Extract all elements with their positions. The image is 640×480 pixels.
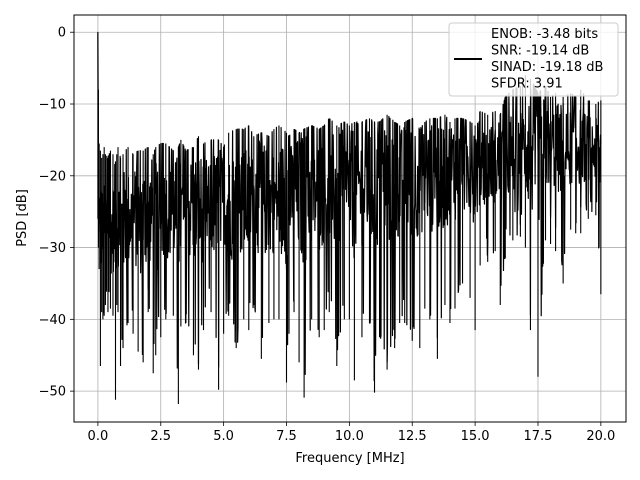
legend-label: ENOB: -3.48 bits SNR: -19.14 dB SINAD: -19…	[491, 27, 603, 92]
y-tick-label: −30	[39, 241, 66, 256]
legend-box	[448, 22, 619, 97]
legend-label-line: ENOB: -3.48 bits	[491, 27, 598, 42]
x-tick-label: 17.5	[524, 429, 553, 444]
plot-frame	[73, 14, 627, 423]
x-tick-label: 20.0	[586, 429, 615, 444]
legend-label-line: SNR: -19.14 dB	[491, 44, 589, 59]
series-psd	[97, 32, 602, 405]
x-tick-label: 12.5	[398, 429, 427, 444]
axis-ticks: 0.0 2.5 5.0 7.5 10.0 12.5 15.0 17.5 20.0 0 −10 −20 −…	[39, 26, 616, 444]
y-tick-label: −20	[39, 169, 66, 184]
x-axis-title: Frequency [MHz]	[295, 451, 404, 466]
y-axis-title: PSD [dB]	[15, 189, 30, 247]
legend-label-line: SFDR: 3.91	[491, 77, 563, 92]
x-tick-label: 0.0	[88, 429, 109, 444]
y-tick-label: −10	[39, 98, 66, 113]
y-tick-label: −50	[39, 385, 66, 400]
x-tick-label: 7.5	[276, 429, 297, 444]
x-tick-label: 5.0	[213, 429, 234, 444]
legend-label-line: SINAD: -19.18 dB	[491, 60, 603, 75]
y-tick-label: −40	[39, 313, 66, 328]
x-tick-label: 2.5	[150, 429, 171, 444]
y-tick-label: 0	[58, 26, 66, 41]
x-tick-label: 15.0	[461, 429, 490, 444]
x-tick-label: 10.0	[335, 429, 364, 444]
legend: ENOB: -3.48 bits SNR: -19.14 dB SINAD: -19…	[448, 22, 619, 97]
